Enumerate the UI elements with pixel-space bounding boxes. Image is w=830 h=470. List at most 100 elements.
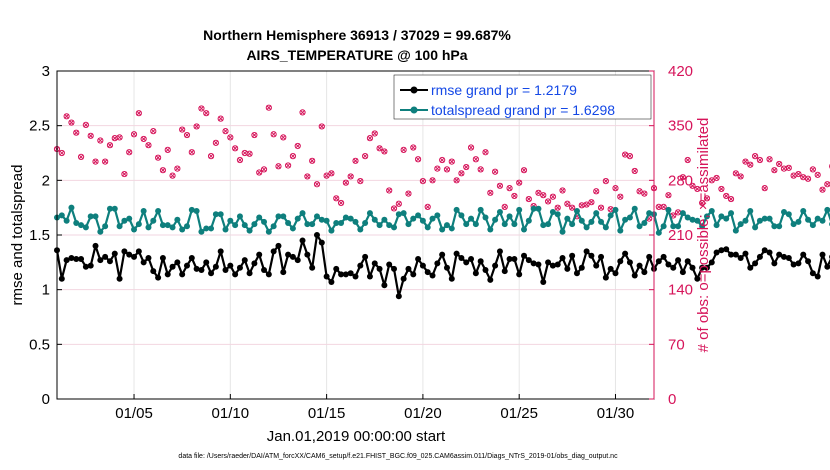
obs-possible-point — [597, 204, 605, 211]
totalspread-point — [318, 216, 325, 223]
obs-assimilated-point — [203, 110, 209, 116]
rmse-point — [728, 251, 735, 258]
rmse-point — [357, 262, 364, 269]
totalspread-point — [174, 216, 181, 223]
obs-possible-point — [304, 173, 311, 180]
obs-possible-point — [511, 192, 518, 200]
totalspread-point — [275, 213, 282, 220]
totalspread-point — [655, 229, 662, 236]
obs-possible-point — [713, 174, 720, 182]
totalspread-point — [506, 213, 513, 220]
totalspread-point — [333, 219, 340, 226]
obs-possible-point — [814, 171, 821, 178]
totalspread-point — [208, 225, 215, 232]
rmse-point — [78, 256, 85, 263]
y-tick-label-right: 420 — [668, 63, 693, 80]
totalspread-point — [188, 206, 195, 213]
rmse-point — [333, 265, 340, 272]
totalspread-point — [569, 221, 576, 228]
totalspread-point — [58, 212, 65, 219]
obs-assimilated-point — [757, 157, 763, 163]
obs-possible-point — [472, 156, 479, 163]
obs-assimilated-point — [237, 157, 243, 163]
rmse-point — [468, 256, 475, 263]
obs-possible-point — [116, 134, 123, 141]
totalspread-point — [381, 216, 388, 223]
obs-assimilated-point — [497, 183, 503, 189]
obs-assimilated-point — [275, 163, 282, 169]
totalspread-point — [434, 212, 441, 219]
totalspread-point — [68, 204, 75, 211]
obs-assimilated-point — [535, 190, 542, 196]
obs-possible-point — [525, 195, 532, 203]
obs-assimilated-point — [670, 212, 676, 219]
totalspread-point — [73, 219, 80, 226]
obs-assimilated-point — [410, 144, 416, 151]
totalspread-point — [164, 222, 171, 229]
totalspread-point — [92, 213, 99, 220]
totalspread-point — [756, 217, 763, 224]
totalspread-point — [198, 228, 205, 235]
obs-assimilated-point — [145, 142, 152, 148]
obs-possible-point — [73, 129, 80, 136]
obs-assimilated-point — [675, 209, 681, 215]
rmse-point — [150, 268, 157, 275]
rmse-point — [381, 282, 388, 289]
obs-assimilated-point — [256, 169, 262, 176]
rmse-point — [819, 251, 826, 258]
obs-possible-point — [737, 173, 744, 180]
rmse-point — [193, 265, 200, 272]
totalspread-point — [453, 206, 460, 213]
rmse-point — [641, 269, 648, 276]
obs-assimilated-point — [227, 134, 233, 140]
rmse-point — [516, 271, 523, 278]
totalspread-point — [265, 228, 272, 235]
totalspread-point — [554, 211, 561, 218]
totalspread-point — [395, 211, 402, 218]
rmse-point — [521, 252, 528, 259]
obs-assimilated-point — [348, 173, 354, 179]
totalspread-point — [670, 223, 677, 230]
totalspread-point — [251, 221, 258, 228]
obs-assimilated-point — [478, 166, 484, 172]
obs-assimilated-point — [328, 170, 334, 176]
obs-assimilated-point — [487, 190, 493, 196]
rmse-point — [97, 257, 104, 264]
obs-possible-point — [583, 201, 590, 208]
totalspread-point — [761, 215, 768, 222]
totalspread-point — [747, 207, 754, 214]
totalspread-point — [347, 215, 354, 222]
rmse-point — [366, 273, 373, 280]
x-tick-label: 01/05 — [115, 405, 153, 422]
totalspread-point — [636, 223, 643, 230]
obs-possible-point — [424, 203, 431, 210]
obs-possible-point — [747, 161, 754, 168]
obs-assimilated-point — [112, 135, 118, 141]
obs-possible-point — [467, 144, 475, 151]
totalspread-point — [366, 210, 373, 217]
rmse-point — [771, 260, 778, 267]
rmse-point — [265, 271, 272, 278]
obs-assimilated-point — [502, 204, 508, 210]
rmse-point — [131, 253, 138, 260]
rmse-point — [540, 279, 547, 286]
obs-assimilated-point — [507, 185, 513, 191]
rmse-point — [703, 264, 710, 271]
totalspread-point — [573, 207, 580, 214]
obs-possible-point — [708, 177, 715, 184]
totalspread-point — [150, 217, 157, 224]
rmse-point — [501, 268, 508, 275]
obs-assimilated-point — [126, 149, 132, 155]
obs-possible-point — [540, 192, 547, 199]
totalspread-point — [468, 215, 475, 222]
obs-assimilated-point — [372, 130, 378, 137]
rmse-point — [699, 264, 706, 271]
rmse-point — [82, 263, 89, 270]
obs-possible-point — [270, 131, 277, 138]
obs-assimilated-point — [222, 128, 229, 134]
obs-assimilated-point — [593, 188, 599, 194]
obs-assimilated-point — [747, 162, 753, 168]
totalspread-point — [713, 222, 720, 229]
obs-assimilated-point — [299, 109, 306, 115]
totalspread-point — [280, 213, 287, 220]
